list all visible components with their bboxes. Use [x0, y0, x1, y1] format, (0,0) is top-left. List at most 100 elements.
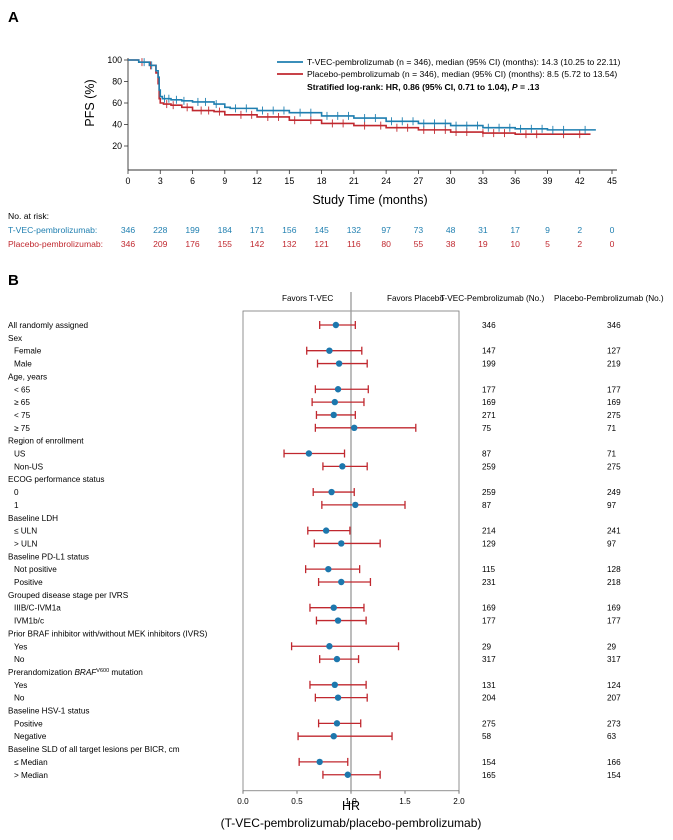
km-y-tick-label: 60	[112, 98, 122, 108]
forest-row-label: US	[14, 450, 26, 459]
risk-tvec-count: 48	[446, 225, 456, 235]
forest-x-tick-label: 0.0	[237, 797, 249, 806]
risk-tvec-count: 2	[577, 225, 582, 235]
legend-stat-p: P	[512, 82, 518, 92]
risk-placebo-count: 132	[282, 239, 297, 249]
panel-b-label: B	[8, 272, 19, 289]
forest-n-placebo: 273	[607, 719, 621, 728]
risk-tvec-label: T-VEC-pembrolizumab:	[8, 225, 97, 235]
forest-n-tvec: 271	[482, 411, 496, 420]
forest-n-tvec: 177	[482, 385, 496, 394]
forest-group-label: Baseline HSV-1 status	[8, 707, 89, 716]
risk-placebo-count: 116	[347, 239, 361, 249]
forest-hr-point	[330, 604, 337, 611]
risk-tvec-count: 145	[314, 225, 329, 235]
forest-group-label-sup: V600	[96, 668, 109, 674]
forest-row-label: > ULN	[14, 539, 38, 548]
forest-hr-point	[352, 501, 359, 509]
forest-n-tvec: 177	[482, 617, 496, 626]
km-x-tick-label: 42	[575, 176, 585, 186]
risk-placebo-count: 209	[153, 239, 168, 249]
risk-tvec-count: 73	[414, 225, 424, 235]
km-x-tick-label: 39	[543, 176, 553, 186]
forest-group-label-post: mutation	[109, 668, 143, 677]
forest-hr-point	[334, 694, 342, 701]
forest-row-label: 1	[14, 501, 19, 510]
forest-hr-point	[334, 617, 342, 624]
forest-n-tvec: 154	[482, 758, 496, 767]
forest-x-tick-label: 1.0	[345, 797, 357, 806]
risk-tvec-count: 132	[347, 225, 362, 235]
panel-a-label: A	[8, 9, 19, 26]
forest-hr-point	[335, 360, 343, 367]
forest-n-tvec: 87	[482, 450, 492, 459]
forest-row-label: No	[14, 655, 25, 664]
risk-placebo-count: 38	[446, 239, 456, 249]
forest-n-placebo: 166	[607, 758, 621, 767]
km-y-tick-label: 40	[112, 120, 122, 130]
risk-placebo-count: 142	[250, 239, 265, 249]
risk-placebo-count: 155	[218, 239, 233, 249]
legend-stat-prefix: Stratified log-rank: HR, 0.86 (95% CI, 0…	[307, 82, 512, 92]
forest-hr-point	[334, 386, 342, 393]
forest-n-tvec: 275	[482, 719, 496, 728]
forest-x-tick-label: 1.5	[399, 797, 411, 806]
risk-placebo-count: 121	[314, 239, 329, 249]
forest-hr-point	[316, 758, 323, 766]
forest-group-label-italic: BRAF	[74, 668, 97, 677]
forest-row-label: Negative	[14, 732, 47, 741]
forest-n-tvec: 29	[482, 642, 492, 651]
forest-n-tvec: 75	[482, 424, 492, 433]
forest-row-label: > Median	[14, 771, 48, 780]
forest-n-placebo: 97	[607, 539, 617, 548]
km-x-tick-label: 33	[478, 176, 488, 186]
forest-n-tvec: 115	[482, 565, 495, 574]
km-x-tick-label: 0	[126, 176, 131, 186]
km-y-tick-label: 100	[107, 55, 122, 65]
forest-row-label: Female	[14, 347, 42, 356]
km-curve-tvec	[128, 59, 596, 131]
forest-group-label: Prerandomization BRAFV600 mutation	[8, 668, 143, 677]
forest-hr-point	[326, 643, 333, 650]
forest-hr-point	[328, 488, 335, 496]
forest-group-label: Region of enrollment	[8, 437, 84, 446]
forest-hr-point	[351, 424, 358, 431]
forest-n-placebo: 71	[607, 424, 617, 433]
forest-n-tvec: 129	[482, 539, 496, 548]
risk-tvec-count: 199	[185, 225, 200, 235]
km-x-tick-label: 9	[222, 176, 227, 186]
forest-hr-point	[326, 347, 333, 354]
col-header-placebo: Placebo-Pembrolizumab (No.)	[554, 294, 664, 303]
forest-n-placebo: 177	[607, 617, 621, 626]
risk-placebo-count: 176	[185, 239, 200, 249]
forest-hr-point	[331, 398, 338, 406]
forest-hr-point	[338, 540, 345, 547]
forest-hr-point	[344, 771, 351, 778]
risk-tvec-count: 228	[153, 225, 168, 235]
forest-row-label: Positive	[14, 578, 43, 587]
risk-placebo-count: 2	[577, 239, 582, 249]
forest-hr-point	[305, 450, 313, 457]
legend-stat-suffix: = .13	[518, 82, 540, 92]
forest-row-label: Yes	[14, 642, 27, 651]
forest-group-label: Baseline SLD of all target lesions per B…	[8, 745, 180, 754]
risk-placebo-count: 346	[121, 239, 136, 249]
forest-row-label: Not positive	[14, 565, 57, 574]
risk-table-title: No. at risk:	[8, 211, 49, 221]
forest-plot: 0.0 0.5 1.0 1.5 2.0 All randomly assigned 346 3…	[8, 292, 621, 806]
forest-hr-point	[330, 411, 337, 419]
forest-row-label: 0	[14, 488, 19, 497]
forest-n-placebo: 177	[607, 385, 621, 394]
forest-group-label: Age, years	[8, 372, 47, 381]
forest-group-label: ECOG performance status	[8, 475, 104, 484]
km-x-tick-label: 24	[381, 176, 391, 186]
forest-hr-point	[339, 463, 346, 470]
legend-tvec-text: T-VEC-pembrolizumab (n = 346), median (9…	[307, 57, 621, 67]
forest-row-label: Positive	[14, 719, 43, 728]
forest-row-label: ≥ 65	[14, 398, 30, 407]
forest-hr-point	[322, 527, 330, 534]
forest-row-label: All randomly assigned	[8, 321, 89, 330]
favors-placebo-label: Favors Placebo	[387, 294, 444, 303]
risk-tvec-count: 156	[282, 225, 297, 235]
